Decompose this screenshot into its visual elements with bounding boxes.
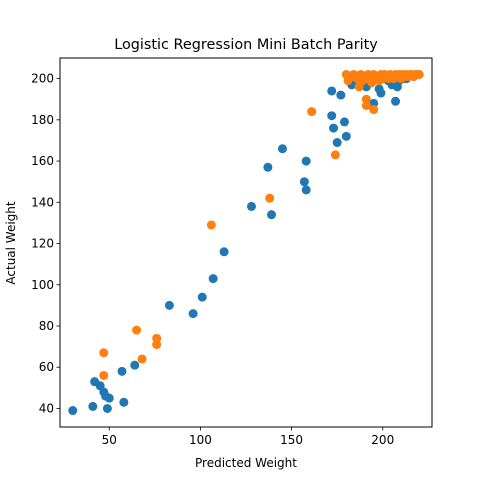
y-tick-label-5: 140: [31, 195, 54, 209]
data-point-s0-8: [117, 366, 127, 376]
data-point-s1-4: [152, 333, 162, 343]
data-point-s0-18: [267, 210, 277, 220]
data-point-s1-50: [414, 69, 424, 79]
data-point-s1-24: [369, 105, 379, 115]
y-tick-label-8: 200: [31, 72, 54, 86]
data-point-s1-0: [99, 370, 109, 380]
data-point-s0-9: [119, 397, 129, 407]
data-point-s0-17: [263, 162, 273, 172]
y-tick-label-2: 80: [39, 319, 54, 333]
data-point-s0-7: [104, 393, 114, 403]
data-point-s0-15: [219, 247, 229, 257]
data-point-s1-20: [361, 100, 371, 110]
y-tick-label-6: 160: [31, 154, 54, 168]
plot-area-frame: [59, 57, 433, 428]
data-point-s0-23: [327, 111, 337, 121]
points-layer: [68, 69, 424, 416]
data-point-s0-20: [299, 177, 309, 187]
data-point-s1-3: [137, 354, 147, 364]
data-point-s0-12: [188, 309, 198, 319]
data-point-s0-11: [164, 300, 174, 310]
y-tick-label-0: 40: [39, 401, 54, 415]
data-point-s0-41: [391, 96, 401, 106]
y-axis-label: Actual Weight: [4, 201, 18, 285]
y-tick-label-3: 100: [31, 278, 54, 292]
x-axis-label: Predicted Weight: [195, 456, 297, 470]
data-point-s0-13: [197, 292, 207, 302]
data-point-s0-0: [68, 406, 78, 416]
data-point-s1-8: [307, 107, 317, 117]
data-point-s0-22: [301, 156, 311, 166]
data-point-s0-24: [327, 86, 337, 96]
data-point-s1-5: [152, 340, 162, 350]
data-point-s1-2: [132, 325, 142, 335]
data-point-s0-35: [369, 98, 379, 108]
data-point-s0-10: [130, 360, 140, 370]
data-point-s1-1: [99, 348, 109, 358]
y-tick-label-7: 180: [31, 113, 54, 127]
data-point-s1-19: [361, 94, 371, 104]
data-point-s0-26: [332, 138, 342, 148]
y-tick-label-1: 60: [39, 360, 54, 374]
data-point-s0-6: [102, 403, 112, 413]
y-tick-label-4: 120: [31, 237, 54, 251]
data-point-s0-21: [301, 185, 311, 195]
data-point-s0-1: [88, 401, 98, 411]
data-point-s0-16: [246, 201, 256, 211]
x-tick-label-3: 200: [371, 433, 394, 447]
x-tick-label-0: 50: [102, 433, 117, 447]
data-point-s0-14: [208, 274, 218, 284]
data-point-s1-6: [206, 220, 216, 230]
x-tick-label-1: 100: [189, 433, 212, 447]
data-point-s1-7: [265, 193, 275, 203]
data-point-s0-28: [339, 117, 349, 127]
data-point-s1-9: [330, 150, 340, 160]
ticks-layer: 50 100 150 200 40 60 80 100 120 140 160 180 200: [31, 72, 394, 447]
data-point-s0-29: [341, 131, 351, 141]
data-point-s0-37: [376, 88, 386, 98]
x-tick-label-2: 150: [280, 433, 303, 447]
data-point-s0-27: [336, 90, 346, 100]
data-point-s0-25: [329, 123, 339, 133]
chart-title: Logistic Regression Mini Batch Parity: [114, 37, 378, 53]
data-point-s0-19: [277, 144, 287, 154]
